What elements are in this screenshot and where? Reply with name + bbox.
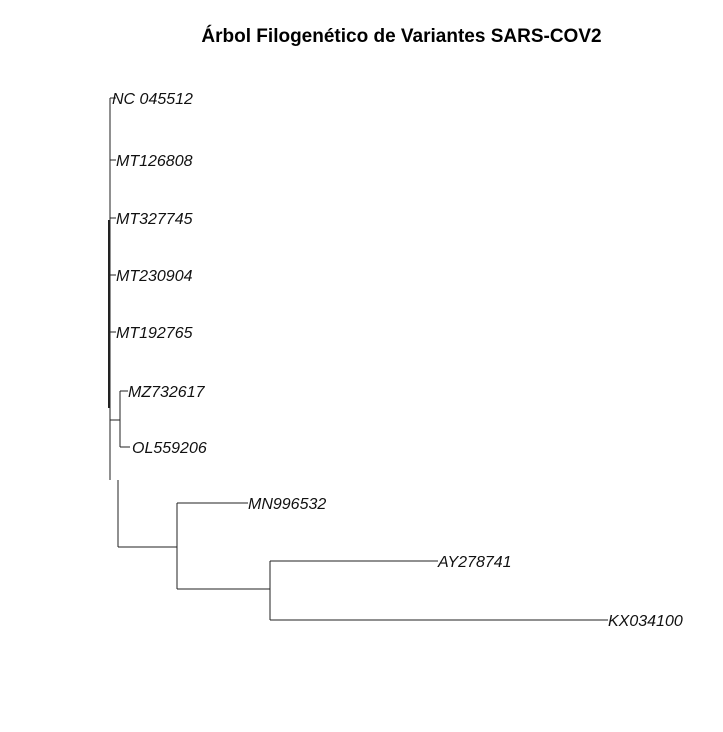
leaf-label-0: NC 045512 — [112, 91, 193, 108]
leaf-label-2: MT327745 — [116, 211, 193, 228]
leaf-label-4: MT192765 — [116, 325, 193, 342]
leaf-label-7: MN996532 — [248, 496, 326, 513]
leaf-label-8: AY278741 — [437, 554, 512, 571]
leaf-label-1: MT126808 — [116, 153, 193, 170]
leaf-label-9: KX034100 — [608, 613, 683, 630]
leaf-label-5: MZ732617 — [128, 384, 206, 401]
leaf-label-6: OL559206 — [132, 440, 207, 457]
leaf-label-3: MT230904 — [116, 268, 193, 285]
chart-title: Árbol Filogenético de Variantes SARS-COV… — [201, 26, 602, 47]
